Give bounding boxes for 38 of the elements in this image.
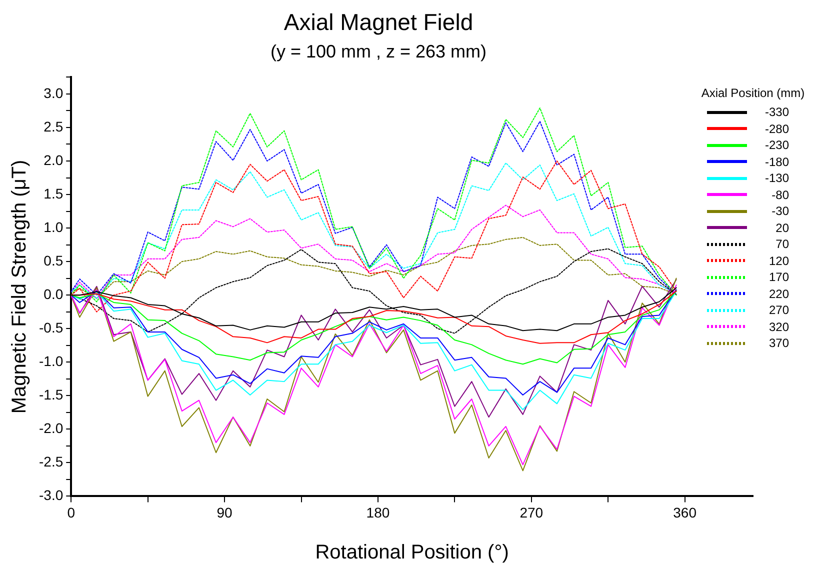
y-tick-label: 1.0	[44, 218, 64, 235]
chart-subtitle: (y = 100 mm , z = 263 mm)	[270, 41, 487, 62]
legend-label: 70	[774, 237, 789, 252]
y-tick-label: 0.5	[44, 252, 64, 268]
legend-label: -130	[764, 171, 789, 186]
legend-label: 270	[768, 303, 789, 318]
y-tick-label: 2.5	[44, 118, 64, 134]
y-tick-label: -2.0	[39, 420, 64, 436]
y-tick-label: -1.0	[39, 352, 64, 369]
legend-label: -80	[770, 188, 789, 202]
y-tick-label: -3.0	[39, 487, 64, 504]
y-tick-label: 2.0	[44, 152, 64, 168]
x-tick-label: 180	[366, 504, 390, 520]
x-axis-title: Rotational Position (°)	[315, 542, 509, 564]
legend-label: -230	[764, 138, 789, 152]
y-tick-label: 3.0	[44, 84, 64, 101]
legend-label: 20	[774, 220, 789, 235]
x-tick-label: 90	[216, 504, 233, 520]
legend-label: -30	[770, 204, 789, 218]
y-tick-label: 1.5	[44, 185, 64, 202]
legend-label: 170	[768, 270, 789, 284]
x-tick-label: 360	[673, 504, 697, 520]
y-tick-label: -1.5	[39, 386, 64, 402]
y-axis-title: Magnetic Field Strength (μT)	[8, 160, 31, 414]
y-tick-label: 0.0	[44, 286, 64, 302]
x-tick-label: 270	[520, 504, 544, 520]
legend-label: 320	[768, 320, 789, 334]
legend-title: Axial Position (mm)	[700, 86, 806, 100]
x-tick-label: 0	[67, 504, 76, 520]
chart-title: Axial Magnet Field	[284, 9, 474, 36]
legend-label: -180	[764, 154, 789, 169]
legend-label: 370	[768, 336, 789, 350]
legend-label: 220	[768, 286, 789, 301]
y-tick-label: -2.5	[39, 454, 64, 470]
y-tick-label: -0.5	[39, 319, 64, 336]
legend-label: 120	[768, 254, 789, 268]
legend-label: -280	[764, 122, 789, 136]
legend-label: -330	[764, 105, 789, 120]
